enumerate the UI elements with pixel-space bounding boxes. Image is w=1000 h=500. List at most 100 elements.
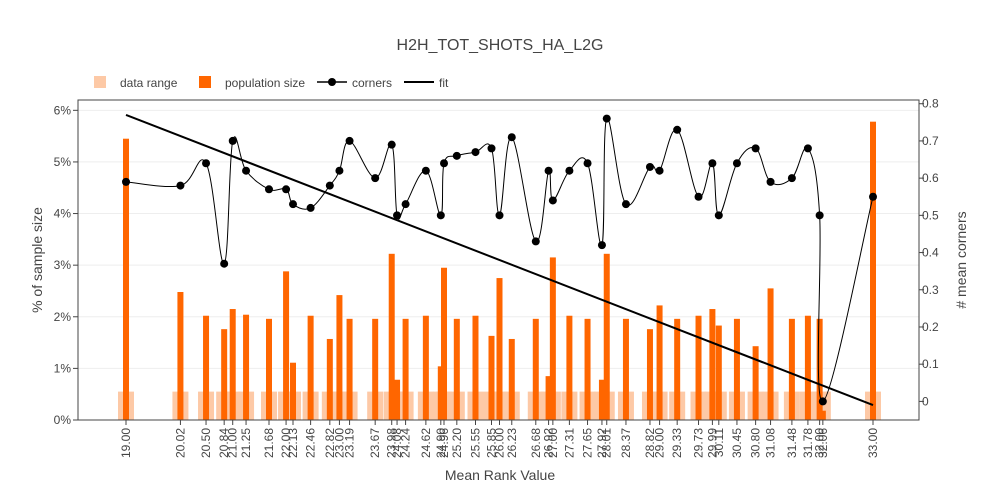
corners-point[interactable] bbox=[440, 159, 449, 168]
population-bar[interactable] bbox=[733, 318, 740, 420]
corners-point[interactable] bbox=[306, 203, 315, 212]
population-bar[interactable] bbox=[336, 295, 343, 420]
corners-point[interactable] bbox=[228, 136, 237, 145]
population-bar[interactable] bbox=[870, 121, 876, 420]
population-bar[interactable] bbox=[709, 309, 716, 420]
corners-point[interactable] bbox=[869, 192, 877, 201]
corners-point[interactable] bbox=[289, 200, 298, 209]
corners-point[interactable] bbox=[803, 144, 812, 153]
corners-point[interactable] bbox=[401, 200, 410, 209]
corners-point[interactable] bbox=[565, 166, 574, 175]
population-bar[interactable] bbox=[695, 315, 702, 420]
population-bar[interactable] bbox=[816, 318, 823, 420]
corners-point[interactable] bbox=[694, 192, 703, 201]
population-bar[interactable] bbox=[603, 253, 610, 420]
population-bar[interactable] bbox=[752, 346, 759, 420]
corners-point[interactable] bbox=[220, 259, 229, 268]
plot-area[interactable] bbox=[77, 99, 920, 421]
population-bar[interactable] bbox=[229, 309, 236, 420]
corners-point[interactable] bbox=[387, 140, 396, 149]
corners-point[interactable] bbox=[673, 125, 682, 134]
legend-swatch-population-size[interactable] bbox=[199, 76, 211, 88]
corners-point[interactable] bbox=[242, 166, 251, 175]
population-bar[interactable] bbox=[203, 315, 210, 420]
corners-point[interactable] bbox=[732, 159, 741, 168]
corners-point[interactable] bbox=[122, 177, 130, 186]
population-bar[interactable] bbox=[372, 318, 379, 420]
corners-point[interactable] bbox=[766, 177, 775, 186]
population-bar[interactable] bbox=[656, 305, 663, 420]
population-bar[interactable] bbox=[488, 335, 495, 420]
population-bar[interactable] bbox=[402, 318, 409, 420]
population-bar[interactable] bbox=[453, 318, 460, 420]
legend-label-corners[interactable]: corners bbox=[352, 76, 392, 90]
legend-swatch-data-range[interactable] bbox=[94, 76, 106, 88]
corners-point[interactable] bbox=[583, 159, 592, 168]
population-bar[interactable] bbox=[283, 271, 290, 420]
population-bar[interactable] bbox=[123, 138, 129, 421]
corners-point[interactable] bbox=[818, 397, 827, 406]
corners-point[interactable] bbox=[495, 211, 504, 220]
population-bar[interactable] bbox=[646, 329, 653, 420]
population-bar[interactable] bbox=[566, 315, 573, 420]
population-bar[interactable] bbox=[265, 318, 272, 420]
corners-point[interactable] bbox=[345, 136, 354, 145]
population-bar[interactable] bbox=[804, 315, 811, 420]
corners-point[interactable] bbox=[787, 174, 796, 183]
corners-point[interactable] bbox=[471, 148, 480, 157]
population-bar[interactable] bbox=[221, 329, 228, 420]
corners-point[interactable] bbox=[597, 241, 606, 250]
corners-point[interactable] bbox=[393, 211, 402, 220]
population-bar[interactable] bbox=[441, 267, 448, 420]
corners-point[interactable] bbox=[544, 166, 553, 175]
corners-point[interactable] bbox=[371, 174, 380, 183]
population-bar[interactable] bbox=[437, 366, 444, 420]
corners-point[interactable] bbox=[645, 162, 654, 171]
corners-point[interactable] bbox=[282, 185, 291, 194]
corners-point[interactable] bbox=[751, 144, 760, 153]
population-bar[interactable] bbox=[508, 338, 515, 420]
corners-point[interactable] bbox=[335, 166, 344, 175]
fit-line[interactable] bbox=[125, 113, 874, 407]
population-bar[interactable] bbox=[767, 288, 774, 420]
population-bar[interactable] bbox=[549, 257, 556, 420]
population-bar[interactable] bbox=[715, 325, 722, 420]
corners-point[interactable] bbox=[436, 211, 445, 220]
corners-point[interactable] bbox=[325, 181, 334, 190]
corners-point[interactable] bbox=[548, 196, 557, 205]
corners-point[interactable] bbox=[421, 166, 430, 175]
population-bar[interactable] bbox=[472, 315, 479, 420]
population-bar[interactable] bbox=[290, 362, 297, 420]
corners-point[interactable] bbox=[531, 237, 540, 246]
population-bar[interactable] bbox=[532, 318, 539, 420]
population-bar[interactable] bbox=[346, 318, 353, 420]
corners-point[interactable] bbox=[655, 166, 664, 175]
corners-point[interactable] bbox=[815, 211, 824, 220]
legend-label-data-range[interactable]: data range bbox=[120, 76, 178, 90]
population-bar[interactable] bbox=[788, 318, 795, 420]
corners-point[interactable] bbox=[202, 159, 211, 168]
population-bar[interactable] bbox=[584, 318, 591, 420]
population-bar[interactable] bbox=[674, 318, 681, 420]
population-bar[interactable] bbox=[394, 379, 401, 420]
population-bar[interactable] bbox=[819, 410, 826, 420]
population-bar[interactable] bbox=[326, 338, 333, 420]
population-bar[interactable] bbox=[496, 278, 503, 420]
corners-point[interactable] bbox=[714, 211, 723, 220]
corners-point[interactable] bbox=[602, 114, 611, 123]
corners-point[interactable] bbox=[264, 185, 273, 194]
legend-label-population-size[interactable]: population size bbox=[225, 76, 305, 90]
population-bar[interactable] bbox=[243, 314, 250, 420]
corners-point[interactable] bbox=[487, 144, 496, 153]
population-bar[interactable] bbox=[422, 315, 429, 420]
population-bar[interactable] bbox=[177, 292, 184, 420]
corners-point[interactable] bbox=[507, 133, 516, 142]
population-bar[interactable] bbox=[388, 253, 395, 420]
population-bar[interactable] bbox=[307, 315, 314, 420]
population-bar[interactable] bbox=[545, 376, 552, 420]
population-bar[interactable] bbox=[622, 318, 629, 420]
corners-point[interactable] bbox=[452, 151, 461, 160]
corners-point[interactable] bbox=[176, 181, 185, 190]
corners-point[interactable] bbox=[621, 200, 630, 209]
legend-label-fit[interactable]: fit bbox=[439, 76, 449, 90]
